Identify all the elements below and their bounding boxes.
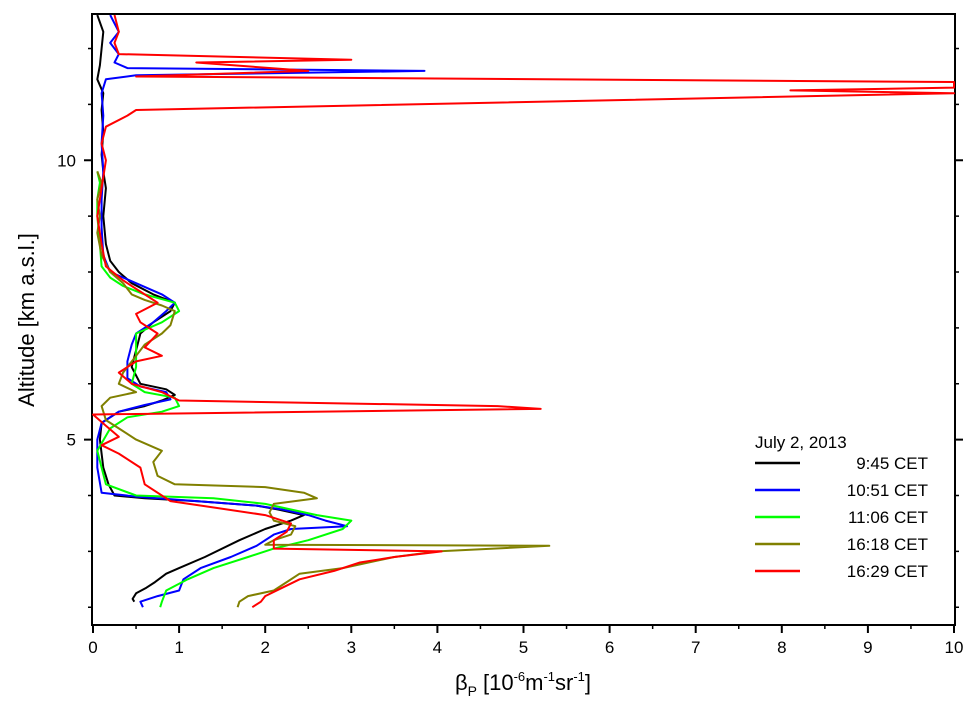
x-tick-label: 5 — [519, 638, 528, 657]
x-axis-title: βP [10-6m-1sr-1] — [455, 669, 591, 699]
ticks-layer: 0 1 2 3 4 5 6 7 8 9 10 5 10 — [57, 47, 964, 657]
series-line — [92, 14, 955, 609]
x-tick-label: 8 — [777, 638, 786, 657]
x-tick-label: 10 — [945, 638, 964, 657]
x-tick-label: 2 — [260, 638, 269, 657]
y-axis-title: Altitude [km a.s.l.] — [14, 233, 39, 407]
legend-label: 11:06 CET — [848, 508, 928, 527]
x-tick-label: 9 — [863, 638, 872, 657]
x-tick-label: 1 — [174, 638, 183, 657]
legend-label: 9:45 CET — [856, 454, 928, 473]
plot-frame — [91, 13, 956, 626]
series-line — [96, 14, 426, 608]
legend: July 2, 2013 9:45 CET 10:51 CET 11:06 CET 1… — [755, 433, 928, 581]
x-tick-label: 0 — [88, 638, 97, 657]
x-tick-label: 4 — [433, 638, 442, 657]
y-tick-label: 10 — [57, 151, 76, 170]
y-tick-label: 5 — [67, 431, 76, 450]
x-tick-label: 7 — [691, 638, 700, 657]
legend-label: 16:29 CET — [847, 562, 928, 581]
legend-label: 16:18 CET — [847, 535, 928, 554]
series-layer — [92, 14, 955, 609]
x-tick-label: 3 — [347, 638, 356, 657]
x-tick-label: 6 — [605, 638, 614, 657]
legend-title: July 2, 2013 — [755, 433, 847, 452]
legend-label: 10:51 CET — [847, 481, 928, 500]
